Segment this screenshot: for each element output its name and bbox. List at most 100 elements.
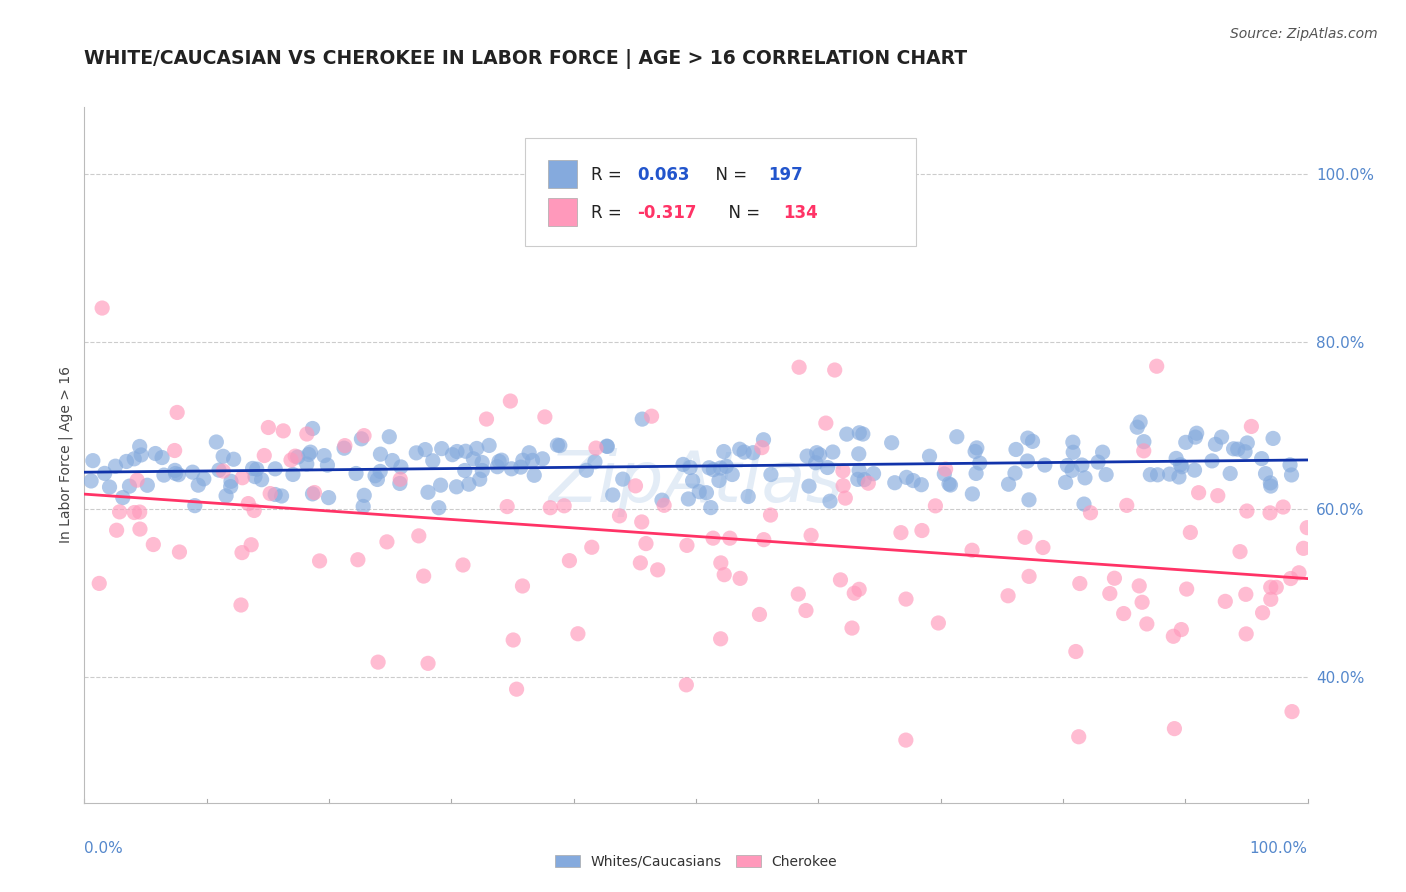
Text: 0.063: 0.063 [637,166,690,185]
Point [728,442,751,457]
Point [737,490,759,504]
Point [911,524,934,538]
Point [718,531,741,545]
Point [1254,467,1277,481]
Point [1146,359,1168,374]
Point [243,503,266,517]
Point [127,473,149,487]
Point [710,556,733,570]
Point [1258,506,1281,520]
Point [1004,466,1026,480]
Point [429,478,451,492]
Point [517,446,540,460]
Point [93,467,115,481]
Point [1067,730,1090,744]
Point [98,480,121,494]
Point [378,430,401,444]
Point [105,523,128,537]
Point [316,458,339,472]
Point [136,478,159,492]
Point [1206,489,1229,503]
Point [609,508,631,523]
Point [713,444,735,458]
Point [1201,454,1223,468]
Point [1281,467,1303,482]
Point [672,458,695,472]
Point [231,471,253,485]
Point [1132,443,1154,458]
Point [465,442,488,456]
Point [679,460,702,475]
Point [938,476,960,491]
Point [1060,463,1083,477]
Point [505,682,527,697]
Point [1166,451,1188,466]
Point [1296,521,1319,535]
Point [934,467,956,481]
Point [924,499,946,513]
Point [259,486,281,500]
Text: N =: N = [718,204,765,222]
Point [628,556,651,570]
Point [129,448,152,462]
Point [295,427,318,442]
Point [1033,458,1056,472]
Point [475,412,498,426]
Point [546,438,568,452]
Point [353,488,375,502]
Point [222,452,245,467]
Point [1074,471,1097,485]
Text: Source: ZipAtlas.com: Source: ZipAtlas.com [1230,27,1378,41]
Point [463,451,485,466]
Point [846,472,869,486]
Point [585,441,607,455]
Point [652,498,675,512]
Point [918,449,941,463]
Point [1204,437,1226,451]
Y-axis label: In Labor Force | Age > 16: In Labor Force | Age > 16 [59,367,73,543]
Point [304,485,326,500]
Point [1128,579,1150,593]
Point [333,439,356,453]
Point [381,453,404,467]
Point [824,363,846,377]
Point [1260,475,1282,490]
Point [682,474,704,488]
Point [115,454,138,468]
Point [212,450,235,464]
Point [1234,627,1257,641]
Point [1115,499,1137,513]
Point [501,462,523,476]
Point [301,487,323,501]
Point [1062,435,1084,450]
Point [1014,530,1036,544]
Point [834,491,856,505]
Point [759,467,782,482]
Point [441,448,464,462]
Point [253,449,276,463]
Text: 197: 197 [768,166,803,185]
Point [1170,458,1192,472]
Point [553,499,575,513]
Point [408,529,430,543]
Point [567,626,589,640]
Point [1213,594,1236,608]
Point [368,464,391,478]
Point [901,474,924,488]
Point [997,477,1019,491]
Point [416,657,439,671]
Point [1185,426,1208,441]
Point [965,444,987,458]
Point [848,447,870,461]
Point [966,441,988,455]
Point [1056,458,1078,473]
Point [1260,592,1282,607]
Point [814,416,837,430]
Point [797,479,820,493]
Point [1126,420,1149,434]
Point [804,456,827,470]
Point [1091,445,1114,459]
Point [1070,458,1092,472]
Point [1017,431,1039,445]
Point [416,485,439,500]
